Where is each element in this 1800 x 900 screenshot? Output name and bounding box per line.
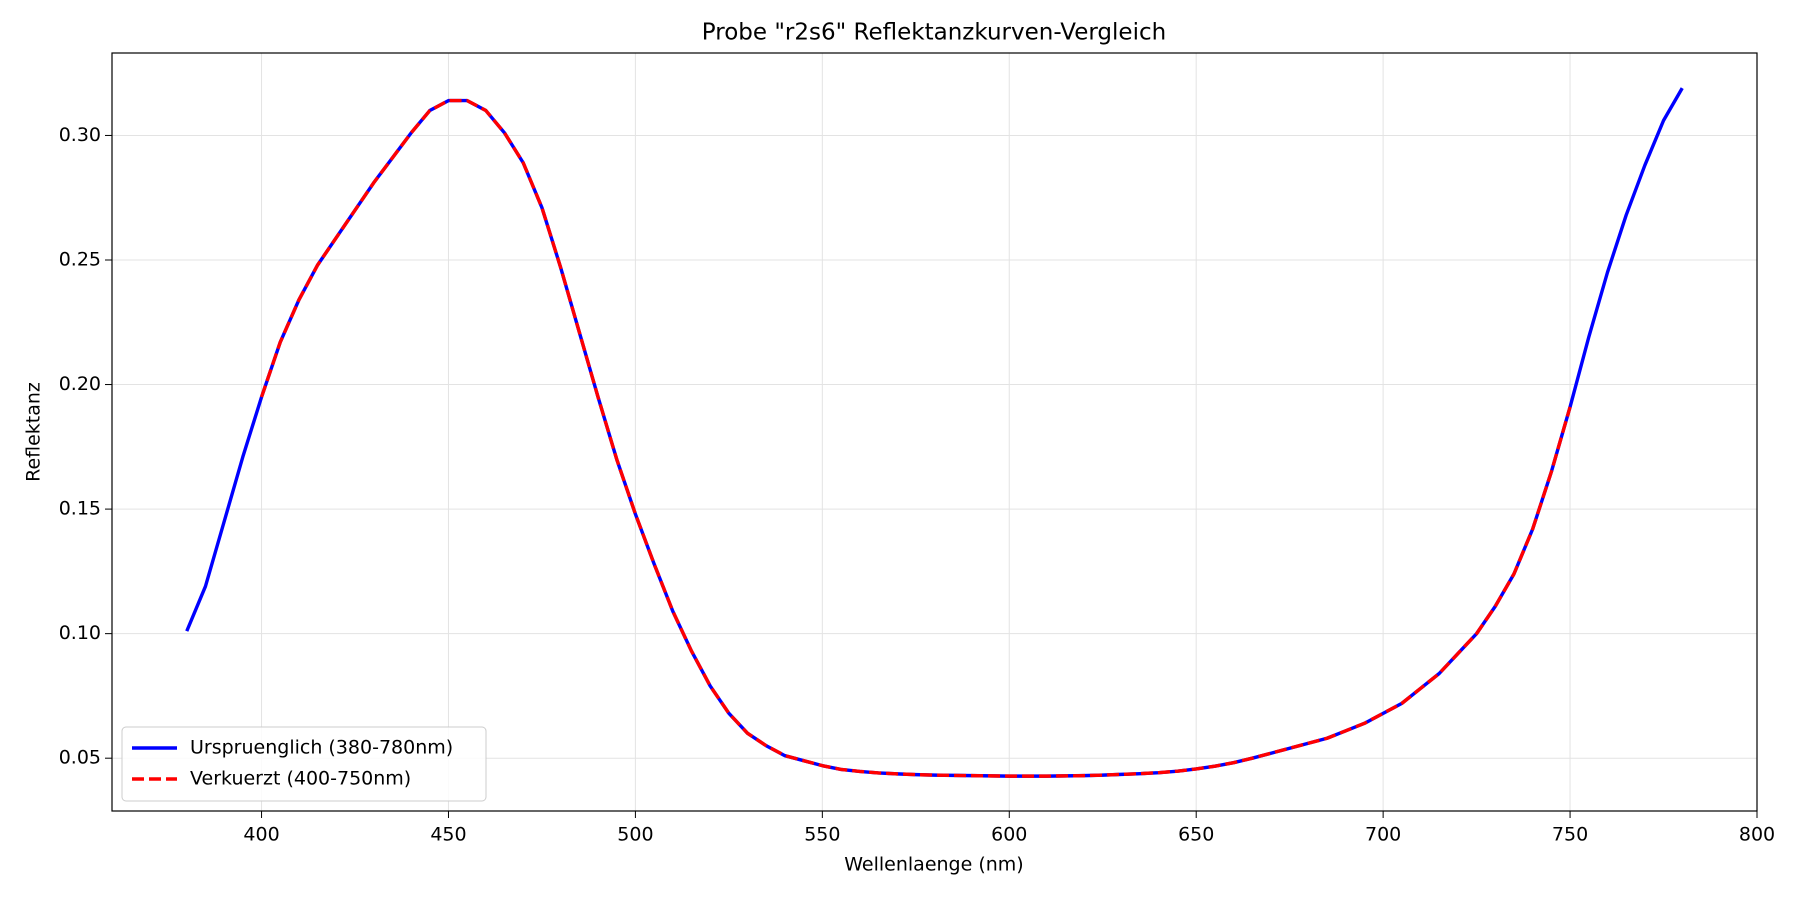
y-tick-label: 0.25 (59, 248, 101, 270)
x-tick-label: 450 (430, 824, 466, 846)
x-tick-label: 700 (1365, 824, 1401, 846)
y-tick-label: 0.05 (59, 747, 101, 769)
x-tick-label: 800 (1739, 824, 1775, 846)
legend-box (121, 726, 487, 802)
y-tick-label: 0.30 (59, 124, 101, 146)
y-tick-label: 0.10 (59, 622, 101, 644)
x-axis-label: Wellenlaenge (nm) (844, 854, 1023, 876)
x-tick-label: 650 (1178, 824, 1214, 846)
x-tick-label: 600 (991, 824, 1027, 846)
x-tick-label: 500 (617, 824, 653, 846)
legend-label: Urspruenglich (380-780nm) (190, 737, 453, 759)
x-tick-label: 750 (1552, 824, 1588, 846)
y-tick-label: 0.20 (59, 373, 101, 395)
legend-label: Verkuerzt (400-750nm) (190, 768, 411, 790)
x-tick-label: 550 (804, 824, 840, 846)
chart-title: Probe "r2s6" Reflektanzkurven-Vergleich (702, 20, 1166, 46)
x-tick-label: 400 (243, 824, 279, 846)
plot-frame (111, 52, 1758, 812)
y-tick-label: 0.15 (59, 498, 101, 520)
y-axis-label: Reflektanz (23, 382, 45, 482)
